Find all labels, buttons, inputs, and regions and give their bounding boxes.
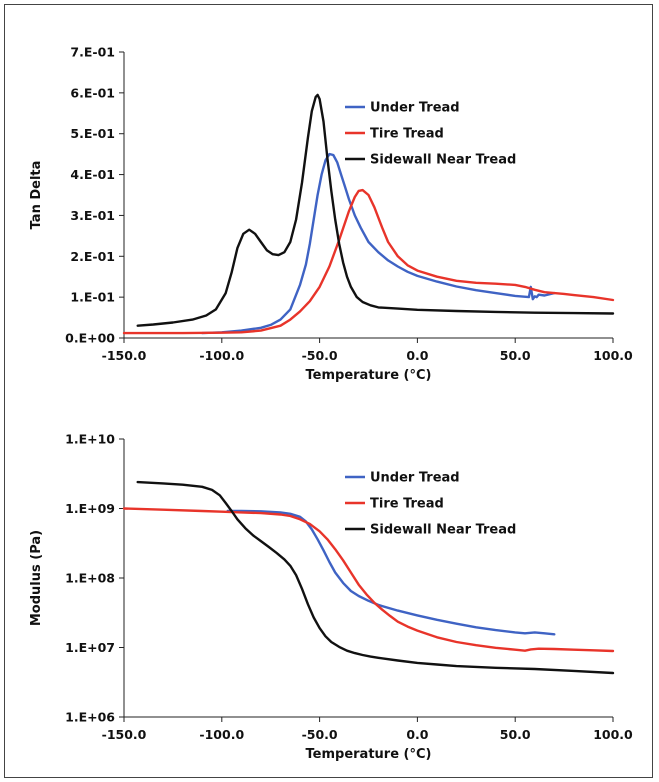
tan-delta-y-axis-title: Tan Delta [29,161,44,230]
modulus-x-tick-label: -50.0 [302,727,338,742]
tan-delta-x-tick-label: -50.0 [302,348,338,363]
tan-delta-x-tick-label: 100.0 [593,348,633,363]
modulus-legend-label: Under Tread [370,471,460,486]
modulus-y-tick-label: 1.E+07 [65,640,115,655]
tan-delta-x-tick-label: 50.0 [500,348,531,363]
tan-delta-y-tick-label: 7.E-01 [70,45,115,60]
modulus-x-tick-label: -100.0 [199,727,244,742]
modulus-legend-label: Sidewall Near Tread [370,523,516,538]
modulus-x-tick-label: 100.0 [593,727,633,742]
tan-delta-y-tick-label: 4.E-01 [70,167,115,182]
modulus-y-tick-label: 1.E+09 [65,501,115,516]
modulus-series-under-tread [226,509,556,636]
figure-frame: -150.0 -100.0 -50.0 0.0 50.0 100.0 0.E+00 1.E-0… [4,4,653,778]
tan-delta-series-under-tread [200,152,556,335]
tan-delta-series-sidewall-near-tread [136,93,615,327]
tan-delta-y-tick-label: 6.E-01 [70,85,115,100]
tan-delta-legend-label: Sidewall Near Tread [370,153,516,168]
modulus-x-axis-title: Temperature (°C) [306,747,432,762]
tan-delta-legend-label: Tire Tread [370,127,444,142]
tan-delta-x-tick-label: -150.0 [102,348,147,363]
tan-delta-legend-label: Under Tread [370,101,460,116]
tan-delta-x-axis-title: Temperature (°C) [306,368,432,383]
tan-delta-x-tick-label: 0.0 [406,348,428,363]
tan-delta-y-tick-label: 3.E-01 [70,208,115,223]
modulus-series-sidewall-near-tread [136,480,615,675]
tan-delta-y-tick-label: 1.E-01 [70,290,115,305]
modulus-series-tire-tread [122,507,615,653]
modulus-y-tick-label: 1.E+10 [65,432,115,447]
tan-delta-y-tick-label: 5.E-01 [70,126,115,141]
modulus-y-tick-label: 1.E+08 [65,571,115,586]
tan-delta-y-tick-label: 2.E-01 [70,249,115,264]
modulus-x-tick-label: 50.0 [500,727,531,742]
tan-delta-y-tick-label: 0.E+00 [65,331,115,346]
tan-delta-x-tick-label: -100.0 [199,348,244,363]
tan-delta-series-tire-tread [122,188,615,335]
figure-canvas: -150.0 -100.0 -50.0 0.0 50.0 100.0 0.E+00 1.E-0… [29,45,633,763]
modulus-x-tick-label: -150.0 [102,727,147,742]
modulus-y-tick-label: 1.E+06 [65,710,115,725]
modulus-x-tick-label: 0.0 [406,727,428,742]
modulus-legend-label: Tire Tread [370,497,444,512]
modulus-y-axis-title: Modulus (Pa) [29,530,44,626]
